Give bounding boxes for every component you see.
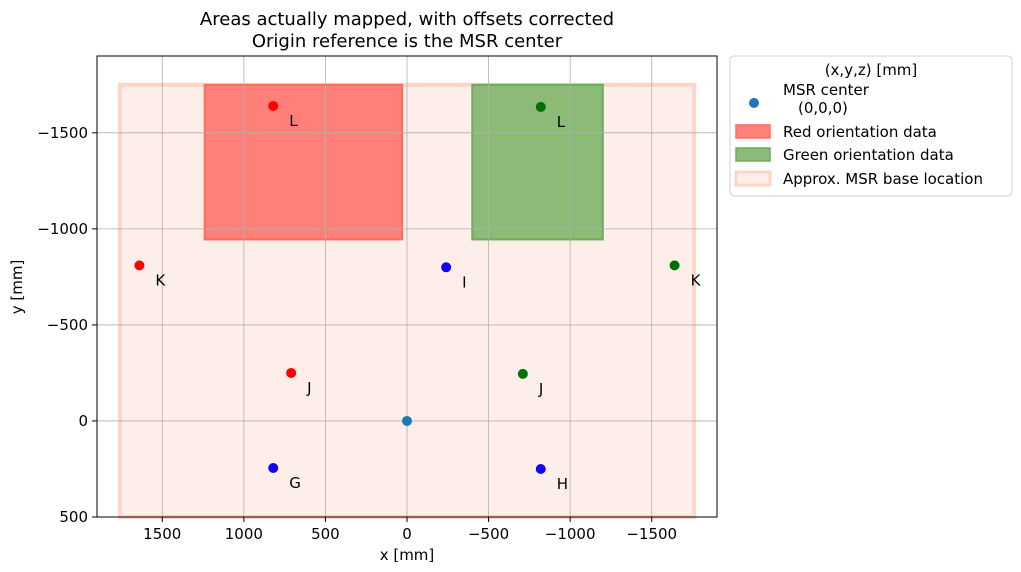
legend-title: (x,y,z) [mm]	[825, 61, 918, 79]
x-tick-label: 1500	[143, 525, 181, 543]
data-point-label: K	[691, 271, 702, 289]
data-point	[402, 415, 412, 426]
y-tick-label: 500	[59, 508, 88, 526]
data-point	[669, 260, 680, 271]
legend-label: Approx. MSR base location	[783, 170, 983, 188]
x-tick-label: −1000	[545, 525, 596, 543]
data-point	[286, 367, 297, 378]
data-point	[535, 463, 546, 474]
x-tick-label: 1000	[225, 525, 263, 543]
legend-label: Red orientation data	[783, 123, 937, 141]
data-point-label: H	[557, 475, 568, 493]
data-point-label: J	[538, 380, 543, 398]
legend: (x,y,z) [mm] MSR center(0,0,0) Red orienta…	[729, 55, 1013, 197]
data-point	[535, 101, 546, 112]
legend-label: Green orientation data	[783, 146, 954, 164]
legend-swatch	[734, 170, 772, 187]
legend-swatch	[735, 147, 771, 162]
y-tick-label: −1500	[37, 124, 88, 142]
data-point-label: L	[557, 113, 566, 131]
plot-area: K L J G I H L J K 1500 1000 500 0 −500 −1000 −1500 500 0 −…	[37, 55, 718, 543]
region-red-orientation-data	[203, 83, 404, 241]
legend-marker-msr-center	[749, 98, 759, 108]
x-tick-label: 500	[311, 525, 340, 543]
legend-box	[729, 55, 1013, 197]
legend-swatch	[735, 124, 771, 139]
y-tick-label: −500	[47, 316, 88, 334]
data-point-label: L	[289, 112, 298, 130]
y-tick-label: 0	[78, 412, 88, 430]
chart-title-line-1: Areas actually mapped, with offsets corr…	[200, 9, 614, 30]
x-tick-label: −500	[468, 525, 509, 543]
x-tick-label: −1500	[626, 525, 677, 543]
data-point	[268, 100, 279, 111]
data-point	[517, 368, 528, 379]
data-point	[134, 260, 145, 271]
legend-label-sub: (0,0,0)	[798, 99, 848, 117]
data-point-label: I	[462, 273, 466, 291]
data-point	[268, 463, 279, 474]
y-axis-label: y [mm]	[8, 260, 26, 315]
data-point-label: J	[306, 379, 311, 397]
x-tick-label: 0	[402, 525, 412, 543]
y-tick-label: −1000	[37, 220, 88, 238]
x-axis-label: x [mm]	[380, 546, 435, 564]
data-point-label: K	[155, 271, 166, 289]
chart-title-line-2: Origin reference is the MSR center	[252, 31, 563, 52]
data-point	[441, 262, 452, 273]
data-point-label: G	[289, 474, 301, 492]
legend-label: MSR center	[783, 81, 870, 99]
